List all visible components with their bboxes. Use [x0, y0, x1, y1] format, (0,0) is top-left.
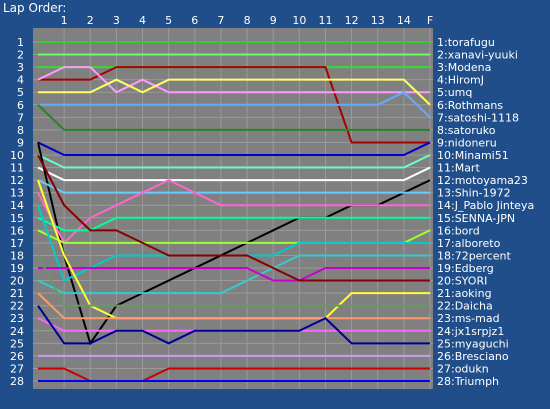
y-tick-label: 11 — [10, 162, 24, 175]
legend-entry: 10:Minami51 — [437, 149, 509, 162]
y-tick-label: 13 — [10, 187, 24, 200]
legend-entry: 11:Mart — [437, 162, 480, 175]
series-line-ms-mad — [37, 292, 430, 320]
y-tick-labels: 1234567891011121314151617181920212223242… — [10, 36, 24, 388]
y-tick-label: 14 — [10, 199, 24, 212]
legend-entry: 28:Triumph — [437, 375, 499, 388]
legend-entry: 27:odukn — [437, 362, 489, 375]
x-tick-label: 7 — [217, 14, 224, 27]
legend-entry: 7:satoshi-1118 — [437, 111, 519, 124]
x-tick-label: 13 — [371, 14, 385, 27]
y-tick-label: 5 — [17, 86, 24, 99]
y-tick-label: 8 — [17, 124, 24, 137]
y-tick-label: 17 — [10, 237, 24, 250]
legend-entry: 25:myaguchi — [437, 337, 509, 350]
y-tick-label: 24 — [10, 325, 24, 338]
series-line-hiromj — [38, 66, 430, 144]
y-tick-label: 23 — [10, 312, 24, 325]
legend-entry: 9:nidoneru — [437, 136, 497, 149]
y-tick-label: 22 — [10, 300, 24, 313]
x-tick-label: 14 — [397, 14, 411, 27]
y-tick-label: 3 — [17, 61, 24, 74]
y-tick-label: 9 — [17, 136, 24, 149]
legend-entry: 18:72percent — [437, 249, 512, 262]
y-tick-label: 6 — [17, 99, 24, 112]
series-line-satoruko — [37, 104, 430, 131]
series-lines — [37, 41, 431, 382]
y-tick-label: 7 — [17, 111, 24, 124]
y-tick-label: 12 — [10, 174, 24, 187]
x-tick-label: 3 — [113, 14, 120, 27]
x-tick-label: 10 — [292, 14, 306, 27]
y-tick-label: 4 — [17, 74, 24, 87]
legend-entry: 16:bord — [437, 224, 480, 237]
x-tick-labels: 1 2 3 4 5 6 7 8 9 10 11 12 13 14 F — [61, 14, 434, 27]
x-tick-label: 2 — [87, 14, 94, 27]
legend-entry: 8:satoruko — [437, 124, 496, 137]
x-tick-label: 5 — [165, 14, 172, 27]
x-tick-label: 4 — [139, 14, 146, 27]
y-tick-label: 16 — [10, 224, 24, 237]
series-line-j-pablo-jinteya — [37, 179, 430, 245]
series-line-rothmans — [38, 78, 431, 106]
series-line-minami51 — [37, 154, 431, 169]
x-tick-label: 8 — [244, 14, 251, 27]
y-tick-label: 20 — [10, 275, 24, 288]
legend-entry: 2:xanavi-yuuki — [437, 49, 518, 62]
legend-entry: 13:Shin-1972 — [437, 187, 511, 200]
y-tick-label: 25 — [10, 337, 24, 350]
plot-background — [33, 28, 433, 389]
y-tick-label: 10 — [10, 149, 24, 162]
legend-entry: 19:Edberg — [437, 262, 494, 275]
legend-entry: 22:Daicha — [437, 300, 493, 313]
series-line-72percent — [37, 254, 430, 295]
y-tick-label: 2 — [17, 49, 24, 62]
y-tick-label: 1 — [17, 36, 24, 49]
y-tick-label: 27 — [10, 362, 24, 375]
y-tick-label: 21 — [10, 287, 24, 300]
y-tick-label: 19 — [10, 262, 24, 275]
series-line-daicha — [37, 254, 430, 307]
legend-entry: 26:Bresciano — [437, 350, 509, 363]
legend-entry: 20:SYORI — [437, 275, 487, 288]
chart-title: Lap Order: — [3, 1, 67, 15]
legend-entry: 5:umq — [437, 86, 472, 99]
series-line-shin-1972 — [37, 179, 430, 194]
y-tick-label: 28 — [10, 375, 24, 388]
series-line-umq — [37, 66, 430, 94]
legend-entry: 4:HiromJ — [437, 74, 484, 87]
series-line-nidoneru — [37, 141, 431, 156]
legend-entry: 6:Rothmans — [437, 99, 503, 112]
legend-entry: 1:torafugu — [437, 36, 495, 49]
legend-entry: 23:ms-mad — [437, 312, 500, 325]
y-tick-label: 15 — [10, 212, 24, 225]
legend-entry: 17:alboreto — [437, 237, 501, 250]
x-tick-label: 6 — [191, 14, 198, 27]
series-line-mart — [37, 166, 431, 182]
x-tick-label: 11 — [318, 14, 332, 27]
legend-entry: 24:jx1srpjz1 — [437, 325, 504, 338]
legend-entry: 15:SENNA-JPN — [437, 212, 515, 225]
y-tick-label: 26 — [10, 350, 24, 363]
legend-entry: 21:aoking — [437, 287, 492, 300]
y-tick-label: 18 — [10, 249, 24, 262]
x-tick-label: F — [427, 14, 433, 27]
series-line-satoshi-1118 — [38, 91, 431, 119]
legend-entry: 3:Modena — [437, 61, 491, 74]
series-line-syori — [37, 154, 430, 282]
x-tick-label: 1 — [61, 14, 68, 27]
series-line-edberg — [38, 267, 430, 282]
legend: 1:torafugu2:xanavi-yuuki3:Modena4:HiromJ… — [437, 36, 534, 388]
x-tick-label: 9 — [270, 14, 277, 27]
series-line-myaguchi — [37, 305, 430, 345]
legend-entry: 12:motoyama23 — [437, 174, 528, 187]
legend-entry: 14:J_Pablo Jinteya — [437, 199, 534, 212]
series-line-senna-jpn — [37, 216, 430, 232]
x-tick-label: 12 — [345, 14, 359, 27]
